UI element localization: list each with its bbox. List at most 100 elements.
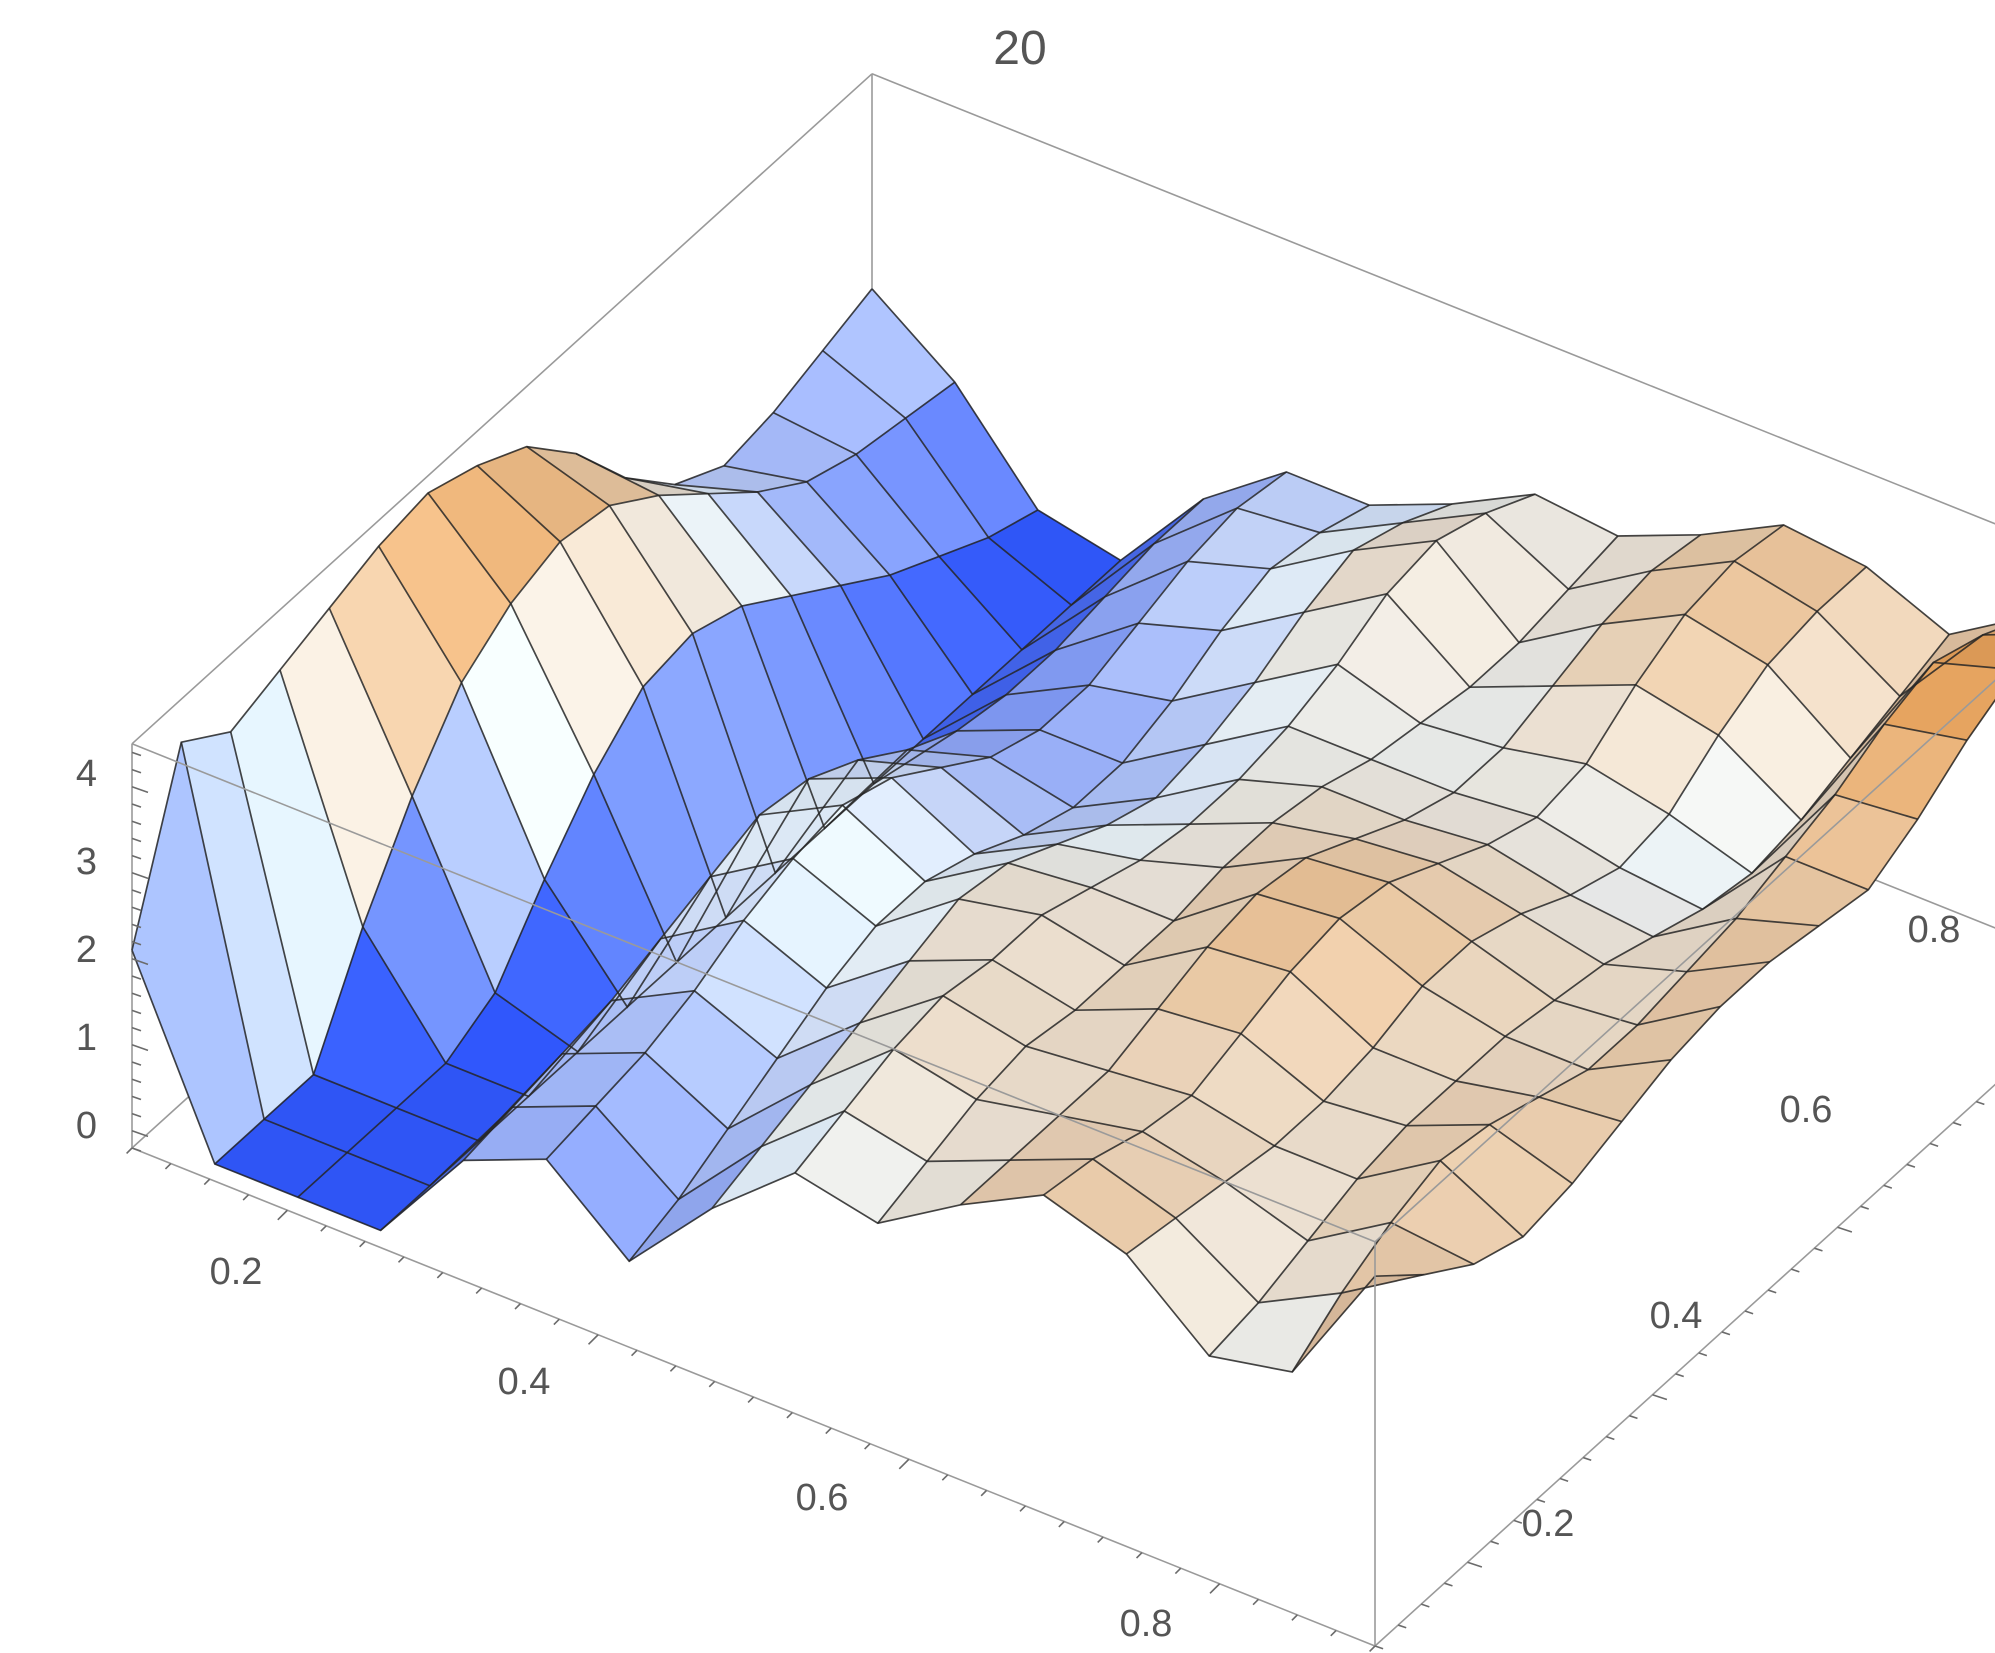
- x-tick-mark: [1135, 1552, 1143, 1559]
- x-tick-mark: [669, 1365, 677, 1372]
- z-tick-mark: [131, 889, 142, 894]
- y-tick-mark: [1652, 1393, 1668, 1401]
- z-tick-mark: [131, 786, 149, 794]
- y-tick-mark: [1675, 1373, 1684, 1378]
- z-tick-mark: [131, 854, 142, 860]
- mesh-line-y: [545, 471, 1287, 1160]
- z-tick-mark: [131, 768, 142, 774]
- z-tick-mark: [131, 940, 142, 946]
- box-edge-back-far-top: [871, 73, 1995, 525]
- z-tick-label-1: 1: [76, 1017, 97, 1059]
- mesh-line-x: [822, 349, 1995, 698]
- x-tick-mark: [941, 1474, 949, 1481]
- mesh-line-x: [279, 669, 1524, 1238]
- y-tick-mark: [1420, 1603, 1430, 1608]
- mesh-line-y: [380, 559, 1122, 1232]
- mesh-line-y: [794, 493, 1536, 1174]
- y-tick-label-1: 0.4: [1650, 1295, 1703, 1337]
- z-tick-mark: [131, 975, 142, 980]
- box-edge-back-left-top: [131, 73, 873, 745]
- y-tick-mark: [1444, 1582, 1453, 1587]
- z-tick-mark: [131, 1009, 142, 1015]
- mesh-line-x: [427, 492, 1672, 1071]
- mesh-line-x: [625, 476, 1869, 911]
- y-tick-mark: [1860, 1205, 1869, 1210]
- y-tick-mark: [1929, 1142, 1939, 1147]
- y-tick-mark: [1767, 1289, 1777, 1294]
- x-tick-mark: [898, 1458, 910, 1470]
- ticks-layer: [126, 751, 1985, 1652]
- y-tick-label-0: 0.2: [1522, 1503, 1575, 1545]
- x-tick-mark: [980, 1489, 988, 1497]
- mesh-line-x: [476, 464, 1721, 1026]
- y-tick-mark: [1490, 1540, 1499, 1545]
- box-edge-front-top: [131, 743, 1376, 1243]
- x-tick-mark: [397, 1256, 405, 1263]
- x-tick-mark: [1097, 1536, 1104, 1544]
- x-tick-label-3: 0.8: [1120, 1603, 1173, 1645]
- x-tick-mark: [1330, 1629, 1337, 1637]
- mesh-line-y: [462, 498, 1204, 1161]
- x-tick-mark: [277, 1209, 288, 1221]
- x-tick-mark: [514, 1303, 522, 1310]
- y-tick-label-2: 0.6: [1780, 1089, 1833, 1131]
- y-tick-mark: [1605, 1435, 1615, 1441]
- x-tick-mark: [242, 1194, 250, 1201]
- mesh-line-y: [960, 534, 1702, 1206]
- mesh-line-y: [628, 504, 1370, 1262]
- y-tick-label-3: 0.8: [1908, 909, 1961, 951]
- z-tick-mark: [131, 992, 142, 998]
- mesh-line-x: [723, 464, 1968, 822]
- x-tick-mark: [359, 1240, 366, 1248]
- y-tick-mark: [1721, 1331, 1731, 1336]
- y-tick-mark: [1559, 1477, 1569, 1482]
- z-tick-mark: [131, 1130, 149, 1138]
- mesh-line-x: [377, 545, 1622, 1123]
- mesh-line-y: [214, 381, 956, 1165]
- mesh-line-x: [871, 288, 1995, 636]
- mesh-line-x: [328, 607, 1573, 1185]
- x-tick-mark: [631, 1349, 638, 1357]
- z-tick-mark: [131, 1112, 142, 1118]
- x-tick-mark: [475, 1287, 483, 1295]
- y-tick-mark: [1975, 1100, 1985, 1106]
- y-tick-mark: [1629, 1414, 1638, 1420]
- x-tick-mark: [1058, 1520, 1065, 1528]
- mesh-line-x: [772, 411, 1995, 760]
- x-tick-mark: [553, 1318, 560, 1326]
- z-tick-mark: [131, 1044, 149, 1052]
- mesh-line-y: [1291, 629, 1995, 1373]
- z-tick-mark: [131, 906, 142, 912]
- mesh-line-y: [131, 288, 873, 951]
- y-tick-mark: [1837, 1226, 1853, 1233]
- x-tick-label-0: 0.2: [210, 1251, 263, 1293]
- z-tick-mark: [131, 923, 142, 929]
- mesh-line-y: [1374, 698, 1995, 1278]
- z-tick-mark: [131, 1026, 142, 1032]
- x-tick-mark: [126, 1147, 133, 1154]
- x-tick-mark: [587, 1334, 599, 1345]
- z-tick-mark: [131, 837, 142, 843]
- z-tick-mark: [131, 958, 149, 966]
- z-tick-label-0: 0: [76, 1105, 97, 1147]
- x-tick-mark: [1252, 1598, 1260, 1606]
- x-tick-mark: [864, 1443, 871, 1450]
- x-tick-label-1: 0.4: [498, 1361, 551, 1403]
- z-tick-mark: [131, 1078, 142, 1084]
- x-tick-mark: [708, 1380, 716, 1388]
- z-tick-label-3: 3: [76, 841, 97, 883]
- y-tick-mark: [1744, 1310, 1754, 1315]
- mesh-line-y: [711, 503, 1453, 1209]
- x-tick-mark: [1291, 1614, 1298, 1621]
- mesh-line-x: [674, 483, 1918, 875]
- z-tick-label-2: 2: [76, 929, 97, 971]
- mesh-line-y: [1125, 566, 1867, 1255]
- z-tick-label-4: 4: [76, 753, 97, 795]
- x-tick-mark: [786, 1411, 793, 1419]
- y-tick-mark: [1536, 1498, 1546, 1503]
- y-tick-mark: [1513, 1519, 1523, 1524]
- mesh-line-x: [131, 949, 1376, 1373]
- mesh-line-x: [180, 742, 1425, 1304]
- z-tick-mark: [131, 803, 142, 808]
- x-tick-mark: [747, 1396, 755, 1403]
